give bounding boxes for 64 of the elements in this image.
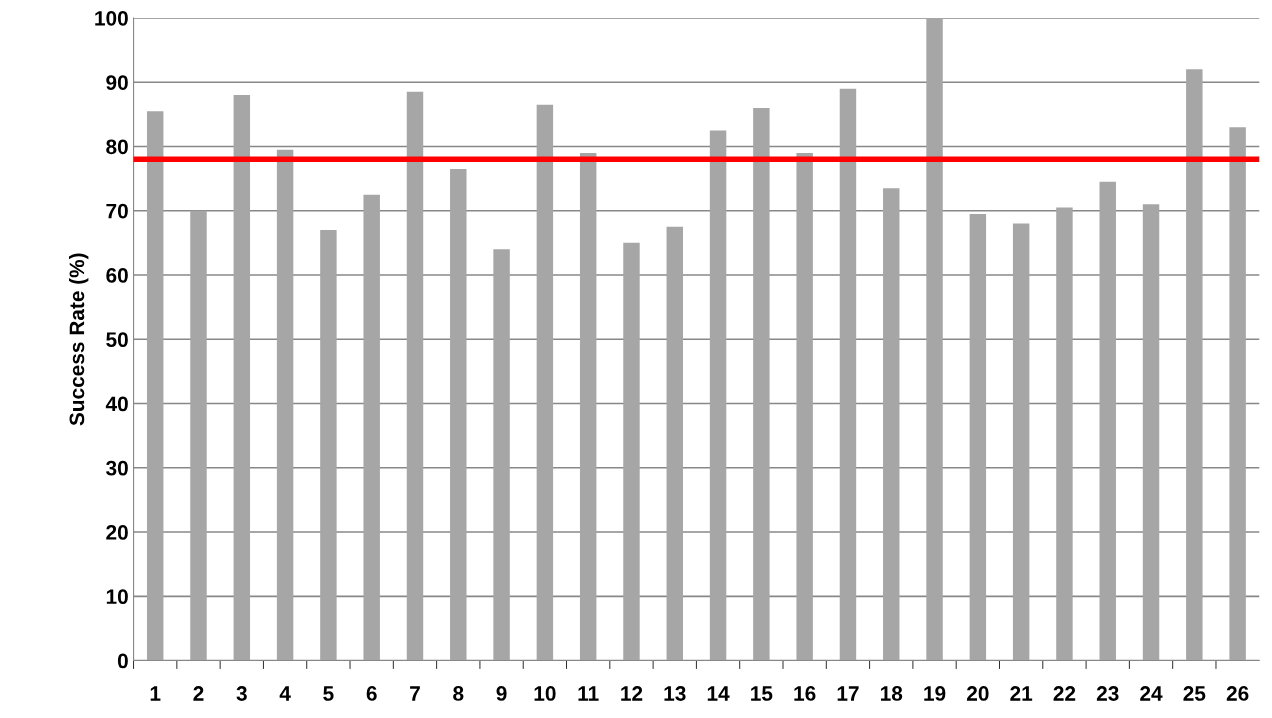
bar: [1229, 127, 1246, 661]
x-tick-label: 19: [924, 686, 946, 701]
x-tick-label: 1: [150, 686, 161, 701]
bar: [190, 210, 207, 661]
x-tick-label: 25: [1183, 686, 1206, 701]
x-tick-label: 24: [1140, 686, 1163, 701]
bar: [276, 149, 294, 661]
x-tick-label: 2: [193, 686, 204, 701]
y-tick-label: 60: [106, 268, 128, 283]
x-tick-label: 8: [453, 686, 464, 701]
bar: [883, 188, 900, 661]
x-tick-label: 9: [496, 686, 507, 701]
x-tick-label: 23: [1096, 686, 1119, 701]
x-tick-label: 22: [1053, 686, 1076, 701]
bar: [536, 104, 554, 661]
y-tick-label: 70: [106, 203, 128, 219]
x-tick-label: 5: [323, 686, 334, 701]
y-tick-label: 0: [117, 653, 128, 669]
bar: [1186, 69, 1203, 661]
bar: [450, 168, 467, 661]
bar: [969, 213, 987, 661]
bar: [709, 130, 727, 661]
x-tick-label: 10: [534, 686, 556, 701]
bar: [1099, 181, 1116, 661]
y-tick-label: 30: [106, 460, 128, 476]
bar: [146, 111, 164, 661]
bar: [493, 249, 510, 661]
bar: [1056, 207, 1073, 661]
x-tick-label: 3: [236, 686, 247, 701]
bar: [363, 194, 380, 661]
bar: [796, 152, 813, 661]
bar: [926, 17, 943, 661]
x-tick-label: 18: [880, 686, 903, 701]
bar: [1012, 223, 1030, 661]
x-tick-label: 7: [410, 686, 420, 701]
y-tick-label: 90: [106, 75, 128, 90]
x-tick-label: 14: [707, 686, 730, 701]
y-tick-label: 100: [95, 10, 128, 26]
bar: [406, 91, 424, 661]
x-tick-label: 17: [837, 686, 859, 701]
y-tick-label: 20: [106, 525, 128, 540]
x-tick-label: 13: [664, 686, 686, 701]
x-tick-label: 6: [366, 686, 377, 701]
x-tick-label: 26: [1226, 686, 1249, 701]
y-tick-label: 80: [106, 139, 128, 155]
bar: [320, 230, 337, 661]
x-tick-label: 11: [578, 686, 599, 701]
bar: [666, 226, 683, 661]
x-tick-label: 12: [621, 686, 643, 701]
x-tick-label: 15: [751, 686, 773, 701]
y-axis-title: Success Rate (%): [68, 253, 89, 426]
bar: [623, 242, 640, 661]
x-tick-label: 20: [966, 686, 989, 701]
y-tick-label: 40: [105, 396, 128, 412]
bar: [839, 88, 857, 661]
x-tick-label: 21: [1010, 686, 1033, 701]
bar: [1142, 204, 1160, 661]
y-tick-label: 10: [106, 589, 128, 605]
bar: [579, 152, 597, 661]
y-tick-label: 50: [106, 332, 128, 348]
x-tick-label: 16: [794, 686, 816, 701]
bar: [753, 107, 770, 661]
x-tick-label: 4: [279, 686, 291, 701]
bar: [233, 95, 251, 661]
